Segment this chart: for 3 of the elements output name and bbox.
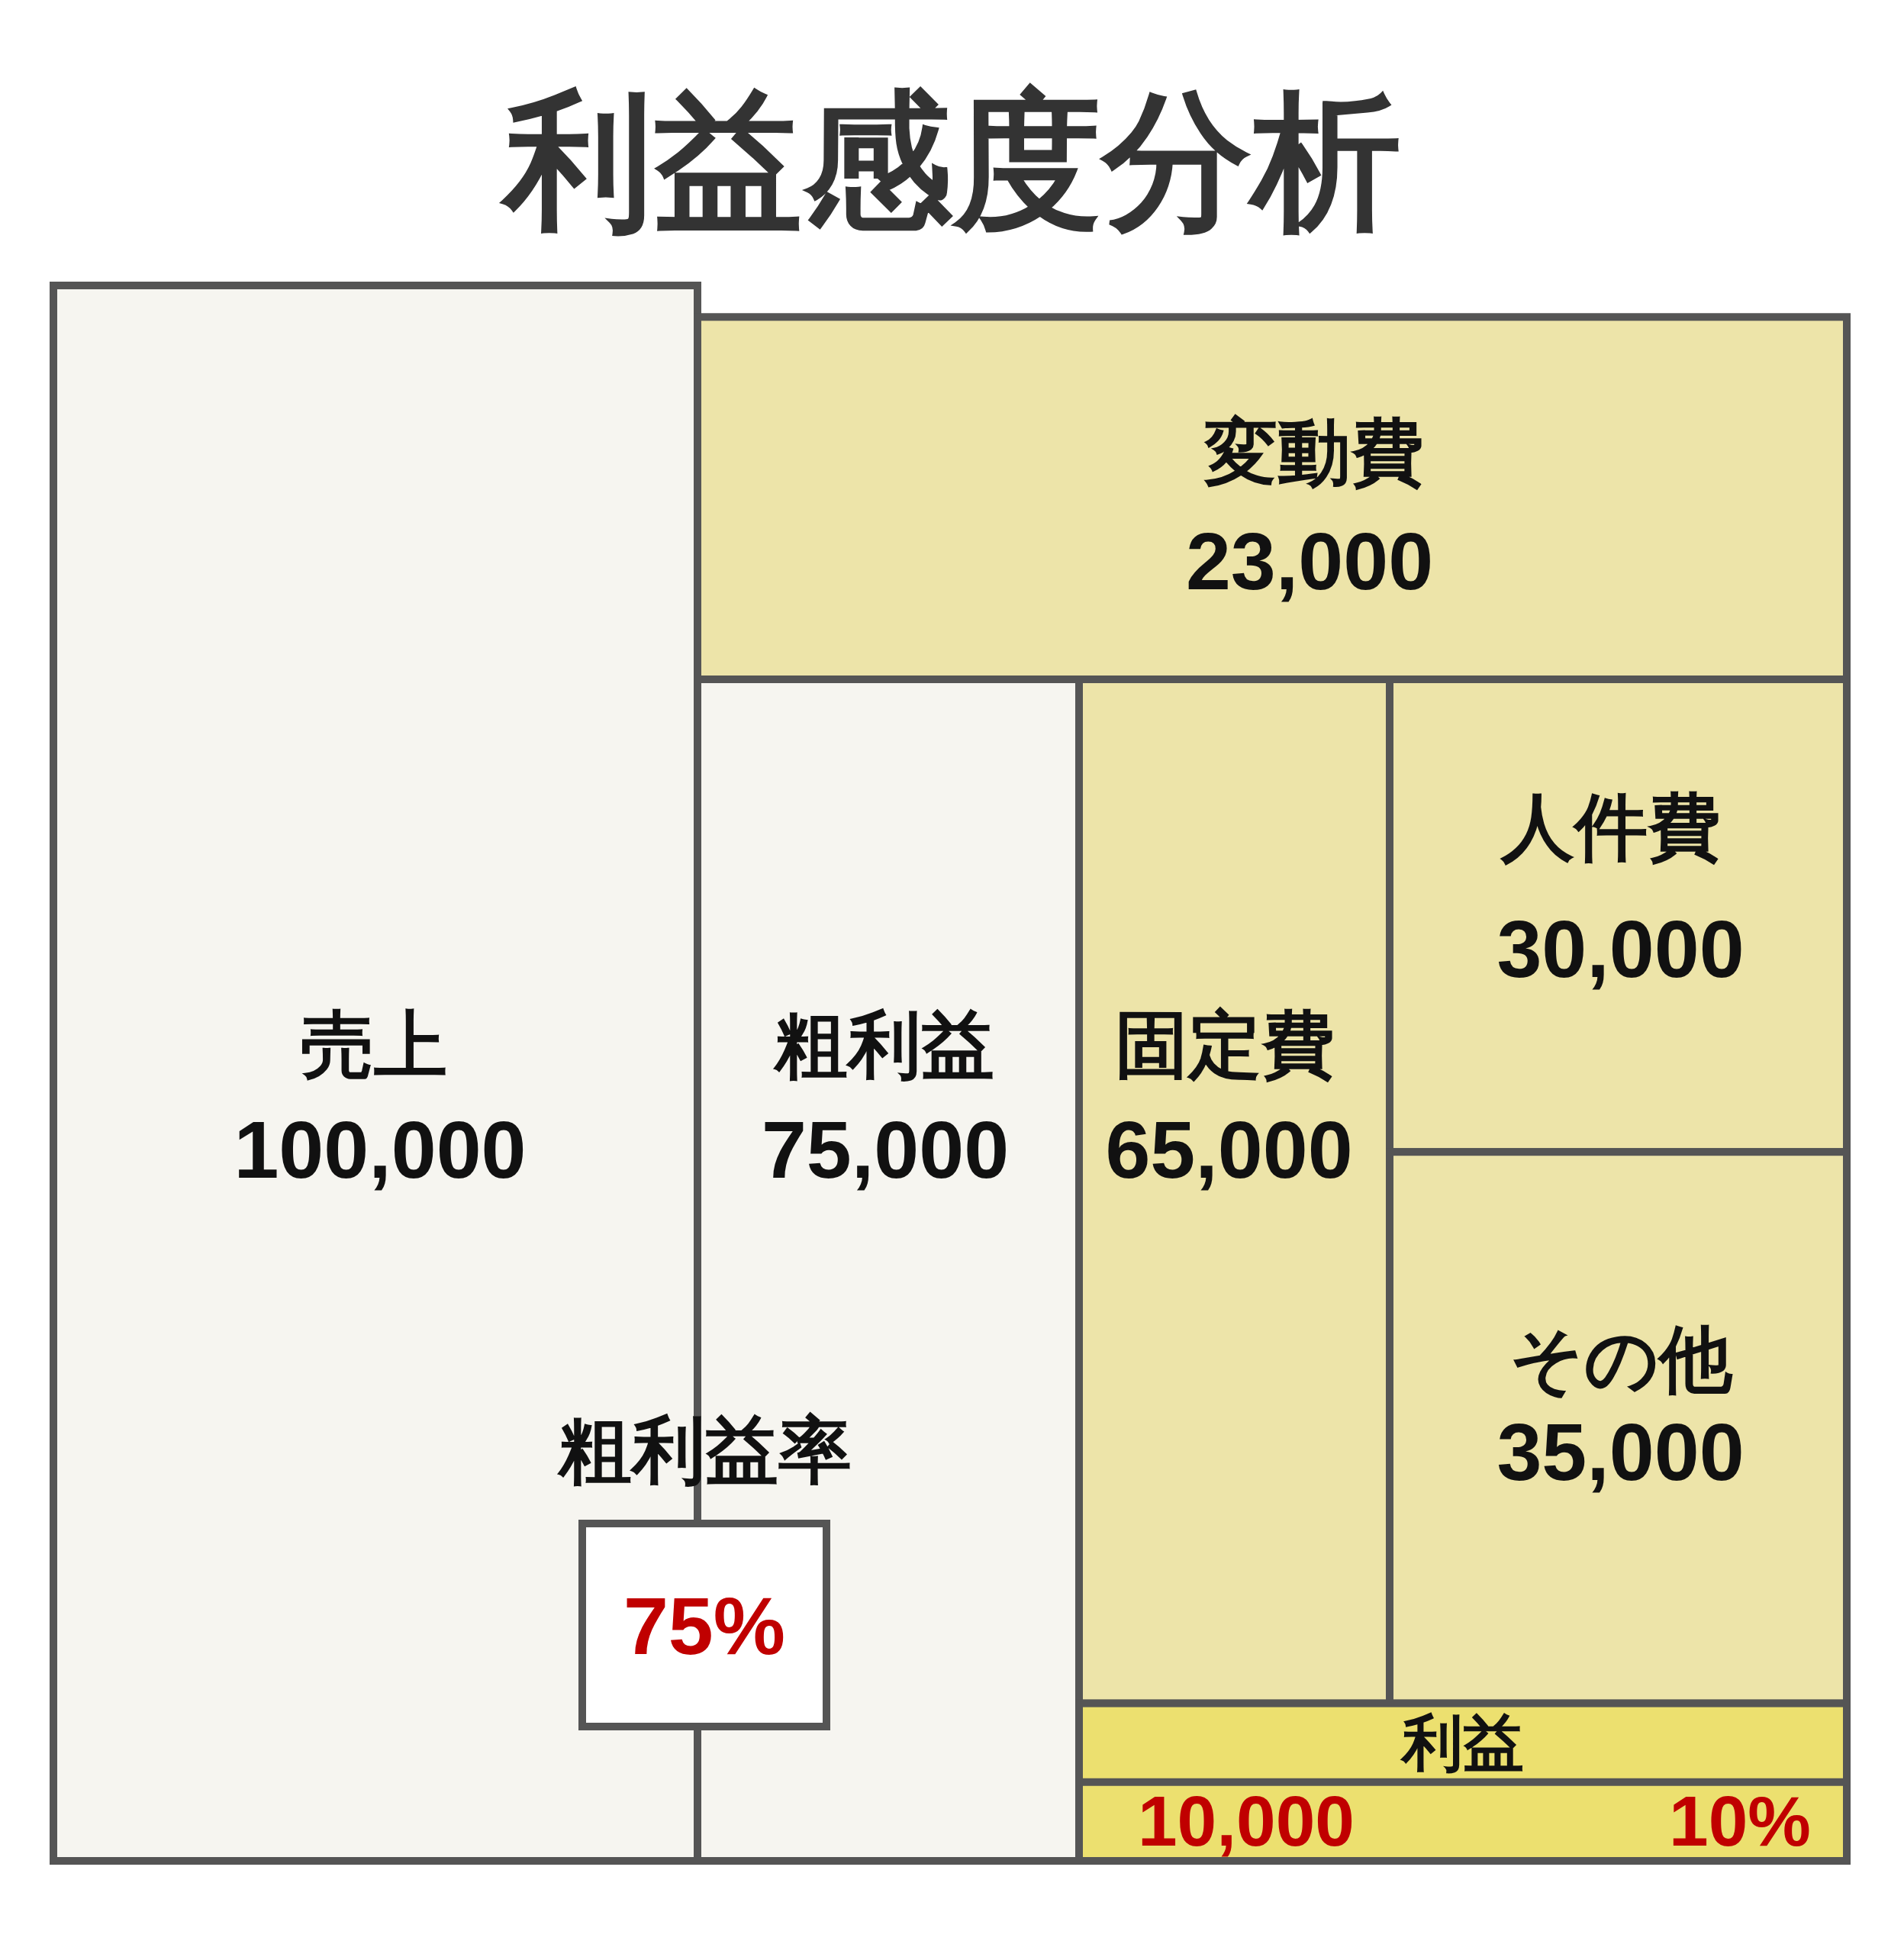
- title: 利益感度分析: [0, 64, 1904, 260]
- annotation: 10%: [1669, 1781, 1811, 1862]
- annotation: 75%: [623, 1581, 786, 1671]
